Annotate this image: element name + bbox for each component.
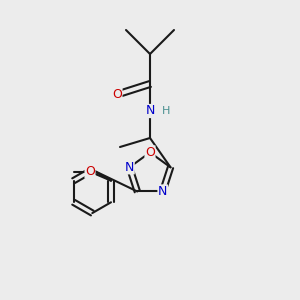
Text: O: O	[145, 146, 155, 159]
Text: N: N	[145, 104, 155, 118]
Text: N: N	[158, 185, 167, 198]
Text: N: N	[125, 161, 134, 174]
Text: H: H	[161, 106, 170, 116]
Text: O: O	[112, 88, 122, 101]
Text: O: O	[85, 165, 95, 178]
